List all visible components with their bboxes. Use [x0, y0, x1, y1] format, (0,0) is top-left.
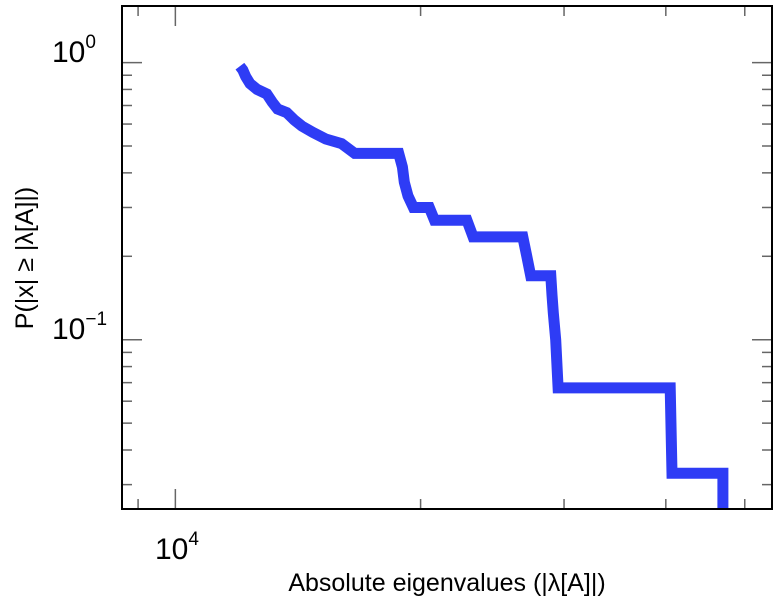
axis-ticks — [122, 6, 772, 509]
series-line-0 — [235, 62, 729, 509]
plot-background — [122, 6, 772, 509]
x-tick-label-10000: 104 — [155, 529, 199, 566]
plot-frame — [121, 5, 773, 510]
series-layer — [235, 62, 729, 509]
y-axis-label: P(|x| ≥ |λ[A]|) — [11, 187, 39, 329]
y-tick-label-1: 100 — [52, 32, 96, 69]
y-tick-label-0.1: 10−1 — [52, 309, 107, 346]
x-axis-label: Absolute eigenvalues (|λ[A]|) — [288, 569, 605, 597]
